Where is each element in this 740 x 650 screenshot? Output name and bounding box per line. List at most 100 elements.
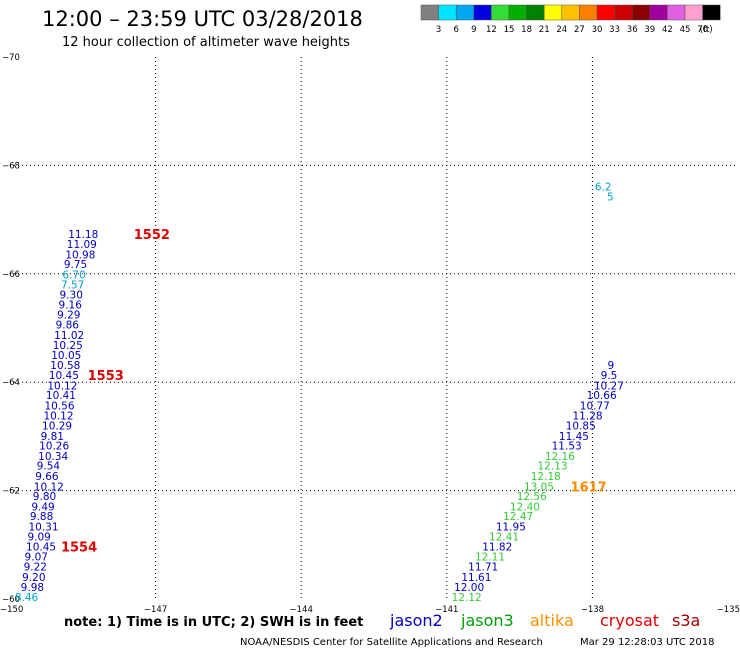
swh-value-labels: 8.469.989.209.229.0710.459.0910.319.889.…: [15, 182, 624, 604]
lat-tick-label: −60: [2, 595, 20, 605]
colorbar-swatch: [420, 4, 439, 21]
colorbar-label: 42: [662, 25, 673, 35]
colorbar-label: 36: [627, 25, 638, 35]
swh-value: 9: [607, 360, 614, 372]
swh-value: 10.41: [46, 390, 76, 402]
colorbar-swatch: [455, 4, 475, 21]
swh-value: 13.05: [524, 481, 554, 493]
lon-tick-label: −141: [435, 605, 458, 615]
swh-value: 11.45: [559, 431, 589, 443]
lat-tick-label: −70: [2, 53, 20, 63]
swh-value: 10.31: [28, 521, 58, 533]
colorbar-label: 12: [486, 25, 497, 35]
swh-value: 8.46: [15, 592, 39, 604]
colorbar-swatch: [508, 4, 527, 21]
swh-value: 9.86: [56, 320, 80, 332]
swh-value: 10.29: [42, 421, 72, 433]
colorbar-label: 24: [556, 25, 567, 35]
lon-tick-label: −150: [0, 605, 23, 615]
lon-tick-label: −144: [290, 605, 313, 615]
colorbar-swatch: [631, 4, 651, 21]
swh-value: 10.77: [580, 401, 610, 413]
lat-tick-label: −66: [2, 270, 20, 280]
colorbar-unit: (ft): [700, 25, 713, 35]
swh-value: 10.12: [47, 380, 77, 392]
pass-number: 1552: [134, 228, 170, 243]
swh-value: 10.05: [51, 350, 81, 362]
swh-value: 7.57: [61, 280, 84, 292]
swh-value: 6.2: [595, 182, 612, 194]
lon-tick-label: −147: [144, 605, 167, 615]
colorbar-swatch: [491, 4, 510, 21]
swh-value: 9.54: [37, 461, 61, 473]
swh-value: 11.09: [67, 239, 97, 251]
swh-value: 9.20: [22, 572, 45, 584]
credit-text: NOAA/NESDIS Center for Satellite Applica…: [240, 637, 543, 648]
swh-value: 11.82: [482, 541, 512, 553]
satellite-name: altika: [530, 611, 574, 630]
lat-tick-label: −68: [2, 161, 20, 171]
swh-value: 10.25: [53, 340, 83, 352]
swh-value: 10.56: [44, 401, 74, 413]
swh-value: 12.56: [517, 491, 547, 503]
swh-value: 10.12: [43, 410, 73, 422]
swh-value: 9.07: [25, 552, 48, 564]
colorbar-swatch: [649, 4, 668, 21]
swh-value: 10.66: [587, 390, 617, 402]
swh-value: 12.41: [489, 532, 519, 544]
chart-title: 12:00 – 23:59 UTC 03/28/2018: [42, 7, 363, 31]
swh-value: 12.18: [531, 471, 561, 483]
swh-value: 12.13: [538, 461, 568, 473]
colorbar-label: 9: [471, 25, 476, 35]
swh-value: 9.5: [601, 370, 618, 382]
color-scale-legend: 3 6 9 12 15 18 21 24 27 30 33 36 39 42 45 70(ft): [420, 4, 721, 35]
lat-tick-label: −62: [2, 487, 20, 497]
swh-value: 9.22: [24, 561, 47, 573]
colorbar-swatch: [596, 4, 615, 21]
swh-value: 9.88: [30, 511, 53, 523]
satellite-name: cryosat: [600, 611, 659, 630]
colorbar-swatch: [473, 4, 492, 21]
colorbar-label: 27: [574, 25, 585, 35]
swh-value: 9.16: [59, 300, 83, 312]
colorbar-label: 18: [521, 25, 532, 35]
colorbar-swatch: [702, 4, 721, 21]
swh-value: 12.40: [510, 501, 540, 513]
swh-value: 9.75: [64, 259, 87, 271]
satellite-name: jason3: [460, 611, 514, 630]
timestamp-text: Mar 29 12:28:03 UTC 2018: [580, 637, 715, 648]
swh-value: 12.11: [475, 552, 505, 564]
pass-number: 1617: [571, 480, 607, 495]
swh-value: 11.71: [468, 561, 498, 573]
swh-value: 12.12: [452, 592, 482, 604]
footer-note: note: 1) Time is in UTC; 2) SWH is in fe…: [64, 615, 363, 630]
swh-value: 9.81: [41, 431, 64, 443]
swh-value: 12.00: [454, 582, 484, 594]
lat-lon-grid: [10, 57, 738, 599]
swh-value: 9.09: [27, 532, 50, 544]
colorbar-label: 15: [504, 25, 515, 35]
swh-value: 12.47: [503, 511, 533, 523]
colorbar-label: 70: [697, 25, 708, 35]
colorbar-swatch: [526, 4, 545, 21]
swh-value: 9.98: [21, 582, 44, 594]
swh-value: 10.98: [65, 249, 95, 261]
colorbar-label: 45: [680, 25, 691, 35]
colorbar-label: 6: [453, 25, 458, 35]
colorbar-swatch: [614, 4, 633, 21]
satellite-name: s3a: [672, 611, 700, 630]
pass-number: 1553: [88, 369, 124, 384]
swh-value: 10.58: [50, 360, 80, 372]
swh-value: 9.49: [31, 501, 54, 513]
lat-tick-label: −64: [2, 378, 20, 388]
swh-value: 11.28: [573, 410, 603, 422]
swh-value: 11.02: [54, 330, 84, 342]
lon-tick-label: −135: [717, 605, 740, 615]
swh-value: 10.27: [594, 380, 624, 392]
swh-value: 10.45: [26, 541, 56, 553]
swh-value: 11.61: [461, 572, 491, 584]
swh-value: 12.16: [545, 451, 575, 463]
swh-value: 5: [607, 191, 614, 203]
swh-value: 9.66: [35, 471, 59, 483]
